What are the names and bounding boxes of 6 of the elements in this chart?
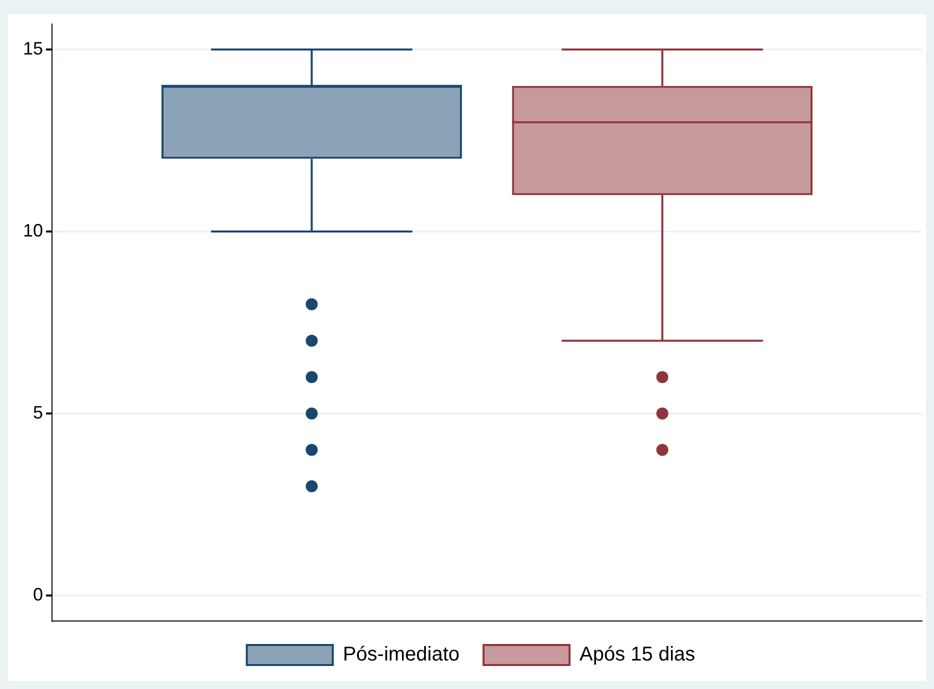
legend-label: Após 15 dias [580, 644, 696, 666]
y-tick-label: 5 [33, 402, 44, 422]
y-tick-label: 10 [22, 220, 44, 240]
legend-label: Pós-imediato [342, 644, 460, 666]
y-tick-label: 0 [33, 584, 44, 604]
y-tick-label: 15 [22, 38, 44, 58]
